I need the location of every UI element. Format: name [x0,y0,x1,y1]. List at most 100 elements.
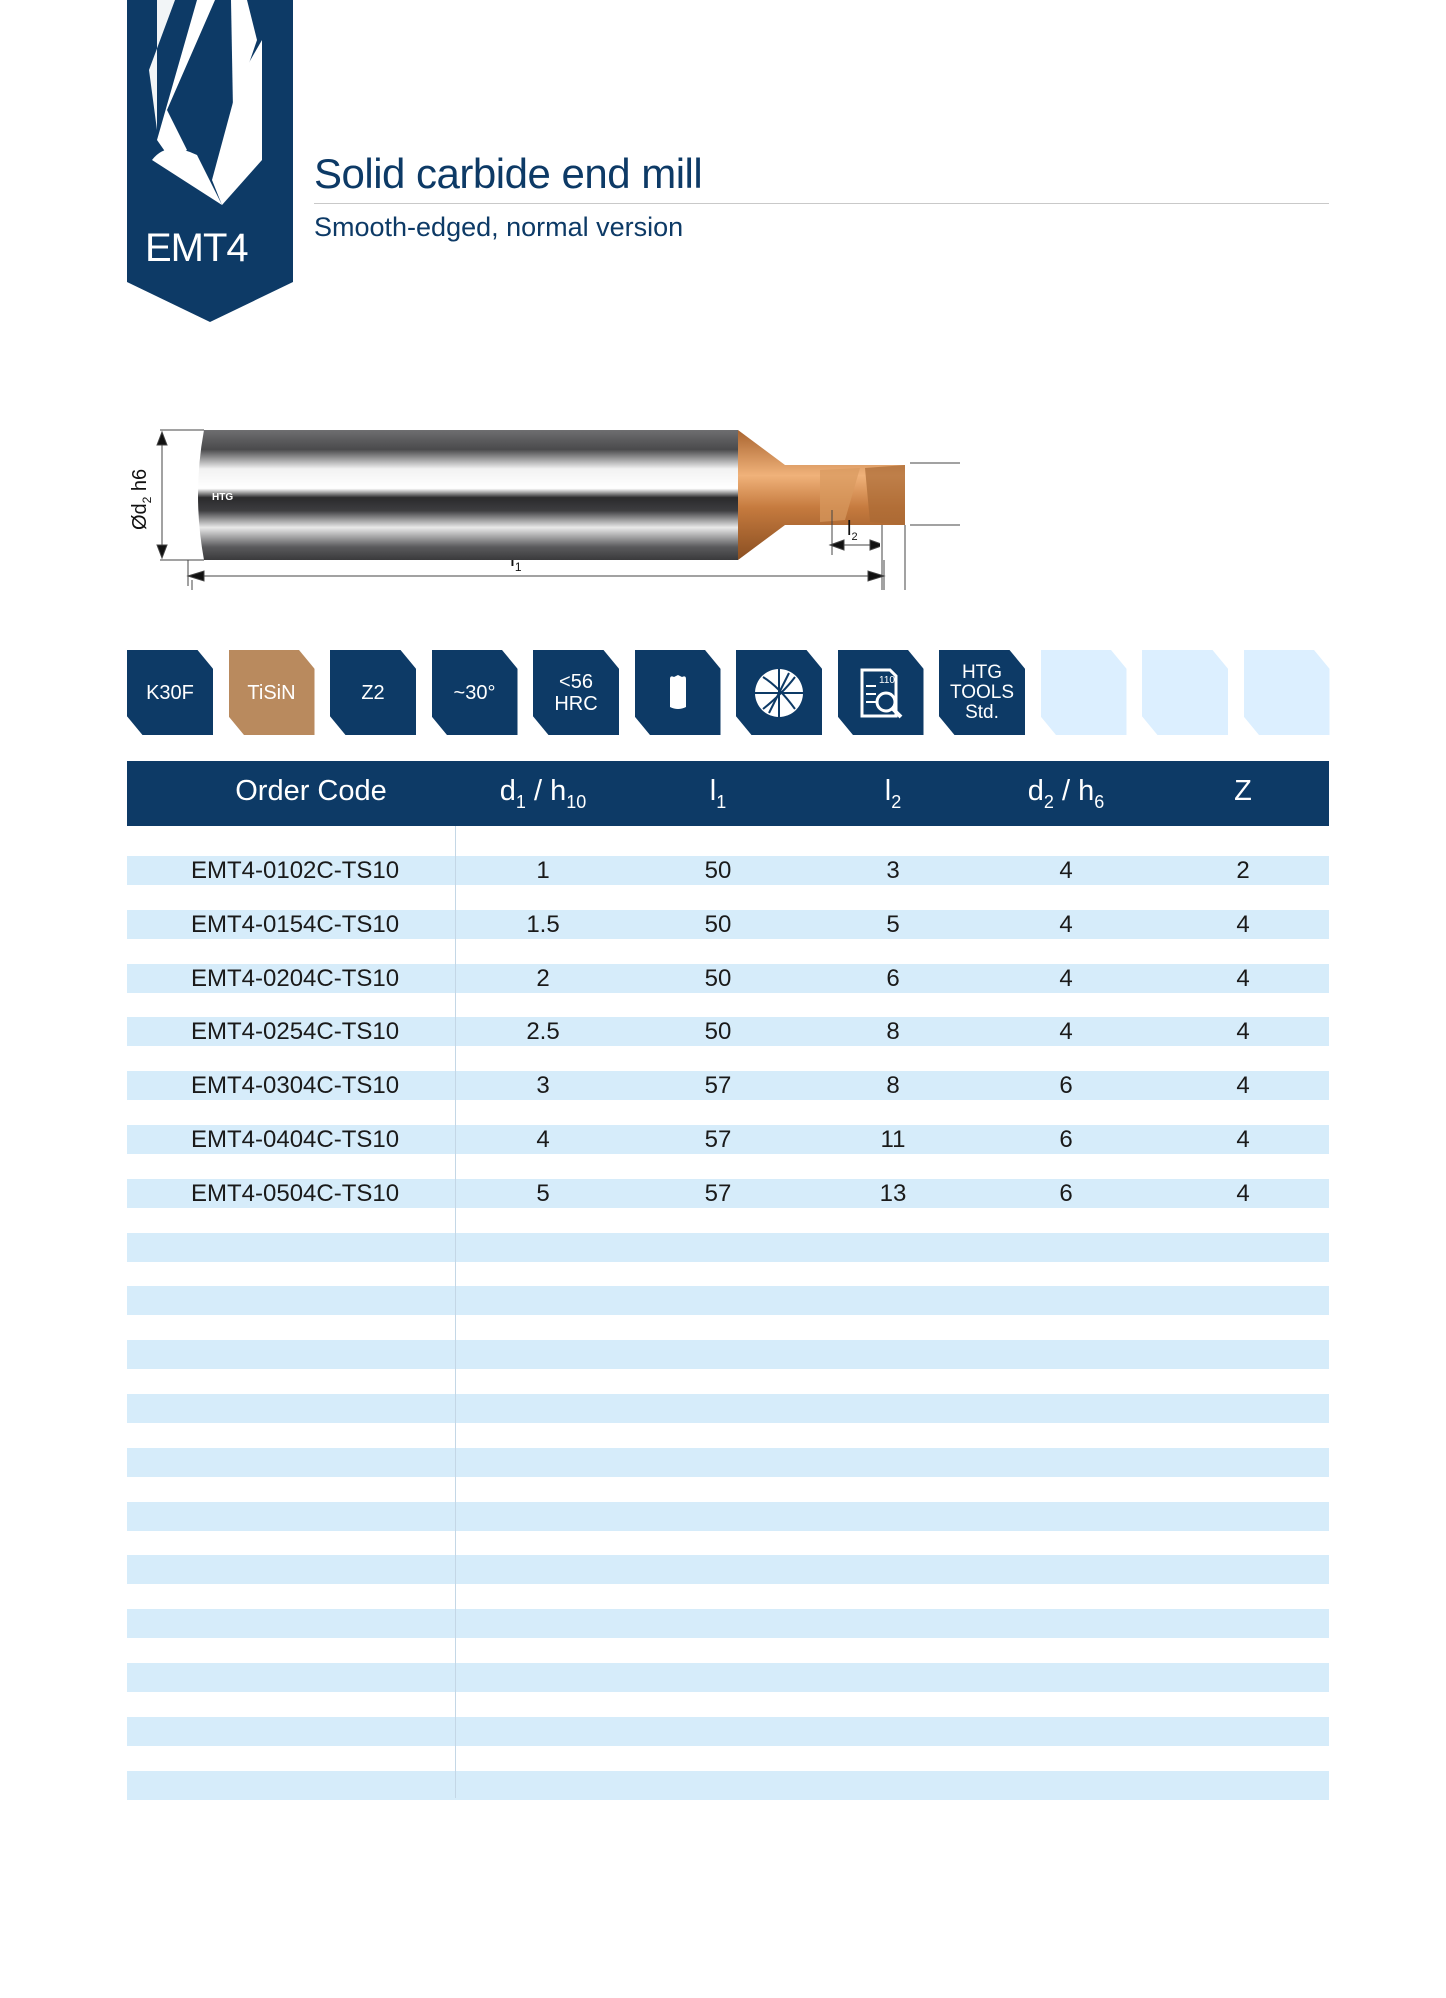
series-banner [127,0,293,322]
header-order-code: Order Code [235,775,387,807]
table-row [127,1017,1329,1047]
series-code: EMT4 [145,226,249,270]
table-row [127,1663,1329,1692]
flutes-badge: Z2 [330,650,416,735]
table-row [127,1071,1329,1101]
title-divider [314,203,1329,204]
table-row [127,1340,1329,1370]
cell-d2-h6: 4 [1059,857,1073,884]
page-subtitle: Smooth-edged, normal version [314,212,684,242]
flutes-label: Z2 [361,681,385,704]
table-row [127,1178,1329,1208]
cell-z: 4 [1236,1179,1250,1207]
square-end-mill-icon [634,650,721,735]
cell-d1-h10: 2.5 [526,1018,560,1046]
cell-order-code: EMT4-0404C-TS10 [191,1126,400,1153]
cell-d2-h6: 6 [1059,1072,1073,1100]
table-row [127,1447,1329,1477]
table-row [127,1394,1329,1423]
drill-logo-icon [149,0,262,205]
table-row [127,1716,1329,1746]
datasheet-magnifier-icon: 110 [837,650,924,735]
cutting-head [738,430,905,560]
l1-label: l1 [510,560,522,574]
helix-angle-badge: ~30° [431,650,518,735]
table-row [127,1232,1329,1262]
cell-l2: 6 [886,964,900,992]
table-body: EMT4-0102C-TS10 1 50 3 4 2 EMT4-0154C-TS10 1.5 5… [127,826,1329,1800]
cell-l1: 50 [704,910,732,938]
cell-d2-h6: 6 [1059,1126,1073,1153]
order-table: Order Code d1 / h10 l1 l2 d2 / h6 Z EMT4… [127,761,1329,1800]
cell-order-code: EMT4-0204C-TS10 [191,964,400,992]
l2-label: l2 [847,518,858,543]
cell-d2-h6: 4 [1059,910,1073,938]
cell-d2-h6: 6 [1059,1179,1073,1207]
hardness-badge: <56 HRC [533,650,619,735]
table-header: Order Code d1 / h10 l1 l2 d2 / h6 Z [127,761,1329,826]
header-z: Z [1234,775,1252,807]
standard-label: HTG TOOLS Std. [949,661,1015,723]
datasheet-number: 110 [879,675,895,686]
empty-badge [1243,650,1330,735]
table-row [127,963,1329,993]
cell-l1: 50 [704,1018,732,1046]
header-l2: l2 [884,775,902,812]
cell-l2: 13 [879,1179,907,1207]
page-title: Solid carbide end mill [314,150,703,197]
header-d2-h6: d2 / h6 [1027,775,1105,812]
table-row [127,1501,1329,1531]
table-row [127,909,1329,939]
cell-l1: 50 [704,857,732,884]
coating-label: TiSiN [247,681,296,704]
cell-d1-h10: 2 [536,964,550,992]
header-l1: l1 [709,775,727,812]
cell-d1-h10: 4 [536,1126,550,1153]
cell-z: 4 [1236,1072,1250,1100]
table-row [127,1286,1329,1316]
cell-d2-h6: 4 [1059,964,1073,992]
cell-l1: 50 [704,964,732,992]
cell-z: 4 [1236,1018,1250,1046]
end-mill-drawing: HTG Ød2 h6 Ød1 h10 [129,429,960,590]
cell-d2-h6: 4 [1059,1018,1073,1046]
standard-badge: HTG TOOLS Std. [939,650,1025,735]
empty-badge [1142,650,1228,735]
cell-order-code: EMT4-0102C-TS10 [191,857,400,884]
shank [198,430,738,560]
table-row [127,856,1329,885]
cell-l2: 5 [886,910,900,938]
empty-badge [1040,650,1127,735]
shank-logo: HTG [212,492,233,503]
cell-order-code: EMT4-0504C-TS10 [191,1179,400,1207]
cell-l2: 11 [880,1126,906,1153]
l2-dimension: l2 [828,510,880,555]
cell-l2: 8 [886,1072,900,1100]
flute-cross-section-icon [736,650,822,735]
cell-d1-h10: 5 [536,1179,550,1207]
cell-d1-h10: 1 [536,857,550,884]
cell-d1-h10: 1.5 [526,910,560,938]
coating-badge: TiSiN [228,650,315,735]
header-d1-h10: d1 / h10 [499,775,587,812]
grade-badge: K30F [127,650,213,735]
table-row [127,1770,1329,1800]
helix-angle-label: ~30° [453,681,496,704]
cell-z: 4 [1236,964,1250,992]
cell-order-code: EMT4-0254C-TS10 [191,1018,400,1046]
shank-diameter-label: Ød2 h6 [129,469,154,530]
table-row [127,1555,1329,1585]
hardness-label: <56 HRC [554,670,598,715]
grade-label: K30F [146,681,194,704]
length-dimensions: l1 [186,560,886,590]
cell-order-code: EMT4-0304C-TS10 [191,1072,400,1100]
cell-l1: 57 [704,1126,732,1153]
cell-z: 2 [1236,857,1250,884]
cell-d1-h10: 3 [536,1072,550,1100]
cell-l2: 8 [886,1018,900,1046]
cell-l1: 57 [704,1179,732,1207]
cell-order-code: EMT4-0154C-TS10 [191,910,400,938]
column-divider [455,826,456,1798]
cell-l2: 3 [886,857,900,884]
table-row [127,1609,1329,1639]
